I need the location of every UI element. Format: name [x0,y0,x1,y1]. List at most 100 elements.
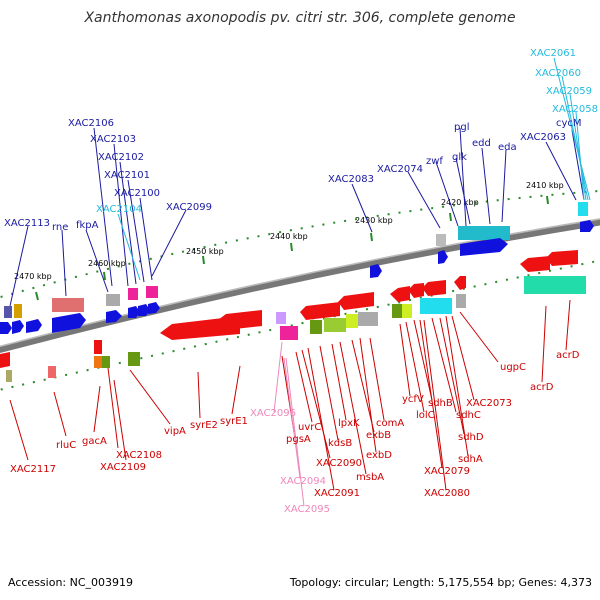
gene-label: XAC2063 [520,132,566,143]
gene-arrow [0,352,10,368]
gene-label: lolC [416,410,435,421]
gene-label: XAC2099 [166,202,212,213]
gene-arrow [300,302,340,320]
tick-label: 2420 kbp [441,198,479,207]
gene-label: msbA [356,472,384,483]
lower-pink-callouts [273,341,305,507]
gene-label: cycM [556,118,582,129]
gene-label: XAC2102 [98,152,144,163]
gene-block [94,356,102,368]
tick-label: 2450 kbp [186,247,224,256]
gene-block [146,286,158,298]
backbone [0,218,600,353]
gene-label: XAC2109 [100,462,146,473]
inner-tick-ring [0,259,600,391]
gene-block [128,352,140,366]
gene-label: exbD [366,450,392,461]
gene-block [94,340,102,354]
gene-label: lpxK [338,418,360,429]
accession-text: Accession: NC_003919 [8,576,133,589]
gene-arrow [52,313,86,333]
gene-arrow [370,264,382,278]
gene-label: XAC2101 [104,170,150,181]
gene-label: eda [498,142,517,153]
gene-block [4,306,12,318]
gene-block [6,370,12,382]
gene-label: XAC2103 [90,134,136,145]
gene-label: exbB [366,430,391,441]
gene-label: XAC2106 [68,118,114,129]
gene-block [102,356,110,368]
gene-block [310,320,322,334]
gene-block [346,314,358,328]
outer-tick-ring [0,189,600,299]
major-ticks [35,195,549,301]
gene-label: vipA [164,426,186,437]
gene-arrow [128,306,140,318]
gene-label: XAC2090 [316,458,362,469]
gene-label: gacA [82,436,107,447]
gene-label: XAC2073 [466,398,512,409]
gene-label: XAC2117 [10,464,56,475]
tick-label: 2470 kbp [14,272,52,281]
gene-label: acrD [556,350,580,361]
gene-label: XAC2079 [424,466,470,477]
gene-label: XAC2061 [530,48,576,59]
gene-block [578,202,588,216]
gene-label: zwf [426,156,443,167]
map-title: Xanthomonas axonopodis pv. citri str. 30… [83,10,515,26]
gene-arrow [460,238,508,256]
gene-arrow [454,276,466,290]
gene-label: sdhA [458,454,483,465]
gene-label: acrD [530,382,554,393]
gene-arrow [390,286,410,302]
gene-label: syrE1 [220,416,248,427]
gene-label: sdhB [428,398,453,409]
gene-label: rluC [56,440,76,451]
upper-gene-labels: XAC2113 rne fkpA XAC2106 XAC2103 XAC2102… [4,48,598,233]
reverse-strand-features [0,250,586,382]
gene-block [436,234,446,246]
gene-label: rne [52,222,68,233]
gene-label: XAC2094 [280,476,326,487]
gene-label: XAC2104 [96,204,142,215]
tick-label: 2430 kbp [355,216,393,225]
gene-block [48,366,56,378]
gene-label: XAC2095 [284,504,330,515]
gene-label: uvrC [298,422,321,433]
forward-strand-features [0,202,594,334]
gene-label: fkpA [76,220,99,231]
gene-block [524,276,586,294]
gene-block [324,318,346,332]
gene-label: ycfV [402,394,424,405]
gene-label: sdhC [456,410,481,421]
gene-block [14,304,22,318]
gene-label: edd [472,138,491,149]
gene-label: XAC2074 [377,164,423,175]
gene-arrow [138,304,150,316]
gene-arrow [546,250,578,266]
tick-labels: 2470 kbp 2460 kbp 2450 kbp 2440 kbp 2430… [14,181,564,281]
gene-arrow [26,319,42,333]
gene-label: XAC2100 [114,188,160,199]
tick-label: 2460 kbp [88,259,126,268]
gene-label: XAC2096 [250,408,296,419]
gene-label: XAC2059 [546,86,592,97]
gene-arrow [520,256,550,272]
gene-arrow [0,322,12,334]
gene-arrow [106,310,122,323]
gene-label: XAC2080 [424,488,470,499]
gene-arrow [148,302,160,314]
gene-arrow [338,292,374,310]
gene-label: XAC2058 [552,104,598,115]
gene-block [280,326,298,340]
gene-block [276,312,286,324]
gene-arrow [580,220,594,232]
lower-callouts [9,299,571,491]
gene-label: sdhD [458,432,484,443]
gene-block [358,312,378,326]
gene-block [106,294,120,306]
gene-label: comA [376,418,404,429]
gene-block [402,304,412,318]
tick-label: 2410 kbp [526,181,564,190]
